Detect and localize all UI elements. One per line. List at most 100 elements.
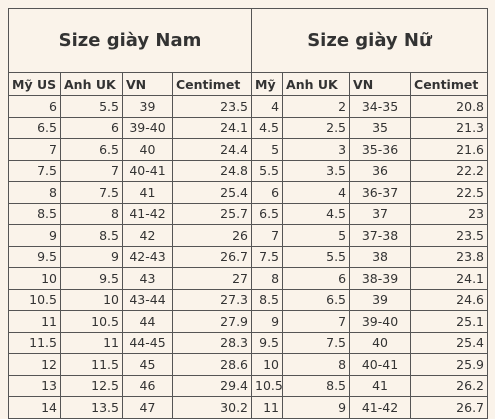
table-cell: 2 [282, 95, 351, 118]
table-cell: 34-35 [349, 95, 412, 118]
table-cell: 25.7 [171, 202, 253, 225]
table-row: 11.5 11 44-45 28.3 9.5 7.5 40 25.4 [8, 331, 489, 354]
column-header: Mỹ US [8, 72, 61, 96]
table-cell: 7 [60, 159, 123, 182]
table-cell: 9 [251, 310, 284, 333]
table-row: 8.5 8 41-42 25.7 6.5 4.5 37 23 [8, 202, 489, 225]
table-cell: 5.5 [282, 245, 351, 268]
table-cell: 8.5 [282, 374, 351, 397]
table-cell: 3.5 [282, 159, 351, 182]
table-row: 9 8.5 42 26 7 5 37-38 23.5 [8, 224, 489, 247]
table-cell: 27.3 [171, 288, 253, 311]
table-cell: 8 [251, 267, 284, 290]
table-cell: 24.1 [171, 116, 253, 139]
table-cell: 4 [282, 181, 351, 204]
table-cell: 4.5 [251, 116, 284, 139]
table-row: 8 7.5 41 25.4 6 4 36-37 22.5 [8, 181, 489, 204]
table-cell: 6.5 [282, 288, 351, 311]
table-row: 13 12.5 46 29.4 10.5 8.5 41 26.2 [8, 374, 489, 397]
table-cell: 5.5 [60, 95, 123, 118]
table-cell: 39 [122, 95, 173, 118]
table-cell: 11.5 [8, 331, 61, 354]
table-cell: 2.5 [282, 116, 351, 139]
table-body: 6 5.5 39 23.5 4 2 34-35 20.8 6.5 6 39-40 24.1 4.5 2.5… [8, 95, 489, 419]
table-cell: 7.5 [251, 245, 284, 268]
table-cell: 24.6 [410, 288, 489, 311]
table-cell: 29.4 [171, 374, 253, 397]
table-row: 9.5 9 42-43 26.7 7.5 5.5 38 23.8 [8, 245, 489, 268]
table-cell: 41 [122, 181, 173, 204]
table-cell: 27.9 [171, 310, 253, 333]
table-cell: 6 [60, 116, 123, 139]
table-cell: 36 [349, 159, 412, 182]
table-row: 12 11.5 45 28.6 10 8 40-41 25.9 [8, 353, 489, 376]
table-cell: 22.5 [410, 181, 489, 204]
table-row: 10 9.5 43 27 8 6 38-39 24.1 [8, 267, 489, 290]
table-cell: 28.6 [171, 353, 253, 376]
table-cell: 8.5 [60, 224, 123, 247]
table-cell: 25.4 [171, 181, 253, 204]
table-cell: 43-44 [122, 288, 173, 311]
table-cell: 39-40 [349, 310, 412, 333]
table-cell: 9.5 [8, 245, 61, 268]
table-cell: 46 [122, 374, 173, 397]
column-header: VN [122, 72, 173, 96]
table-cell: 24.8 [171, 159, 253, 182]
table-cell: 38-39 [349, 267, 412, 290]
table-cell: 26.7 [410, 396, 489, 419]
table-cell: 45 [122, 353, 173, 376]
table-cell: 35 [349, 116, 412, 139]
table-cell: 5 [282, 224, 351, 247]
table-cell: 37-38 [349, 224, 412, 247]
table-cell: 25.9 [410, 353, 489, 376]
table-cell: 37 [349, 202, 412, 225]
table-cell: 30.2 [171, 396, 253, 419]
table-cell: 7.5 [60, 181, 123, 204]
column-row: Mỹ US Anh UK VN Centimet Mỹ Anh UK VN Centimet [8, 72, 489, 96]
table-cell: 10 [251, 353, 284, 376]
table-cell: 7 [282, 310, 351, 333]
table-cell: 3 [282, 138, 351, 161]
table-cell: 7 [251, 224, 284, 247]
table-cell: 44 [122, 310, 173, 333]
table-cell: 42-43 [122, 245, 173, 268]
column-header: VN [349, 72, 412, 96]
table-cell: 10 [8, 267, 61, 290]
table-cell: 24.1 [410, 267, 489, 290]
table-cell: 26.7 [171, 245, 253, 268]
table-cell: 12 [8, 353, 61, 376]
table-cell: 8 [60, 202, 123, 225]
table-cell: 41-42 [349, 396, 412, 419]
table-cell: 25.4 [410, 331, 489, 354]
column-header: Anh UK [60, 72, 123, 96]
table-cell: 44-45 [122, 331, 173, 354]
table-cell: 21.6 [410, 138, 489, 161]
table-row: 7.5 7 40-41 24.8 5.5 3.5 36 22.2 [8, 159, 489, 182]
table-cell: 11 [60, 331, 123, 354]
table-cell: 24.4 [171, 138, 253, 161]
table-cell: 27 [171, 267, 253, 290]
table-row: 14 13.5 47 30.2 11 9 41-42 26.7 [8, 396, 489, 419]
table-cell: 40-41 [349, 353, 412, 376]
table-cell: 8 [8, 181, 61, 204]
table-cell: 10.5 [8, 288, 61, 311]
table-cell: 4.5 [282, 202, 351, 225]
table-cell: 35-36 [349, 138, 412, 161]
table-cell: 14 [8, 396, 61, 419]
table-row: 11 10.5 44 27.9 9 7 39-40 25.1 [8, 310, 489, 333]
table-cell: 7 [8, 138, 61, 161]
table-row: 7 6.5 40 24.4 5 3 35-36 21.6 [8, 138, 489, 161]
table-cell: 10 [60, 288, 123, 311]
size-table: Size giày Nam Size giày Nữ Mỹ US Anh UK VN… [7, 8, 489, 419]
group-header: Size giày Nữ [251, 8, 489, 73]
table-cell: 10.5 [60, 310, 123, 333]
table-cell: 6.5 [8, 116, 61, 139]
table-cell: 9 [282, 396, 351, 419]
table-cell: 11.5 [60, 353, 123, 376]
table-cell: 47 [122, 396, 173, 419]
table-cell: 23.5 [410, 224, 489, 247]
column-header: Centimet [171, 72, 253, 96]
table-cell: 23.5 [171, 95, 253, 118]
table-cell: 11 [8, 310, 61, 333]
